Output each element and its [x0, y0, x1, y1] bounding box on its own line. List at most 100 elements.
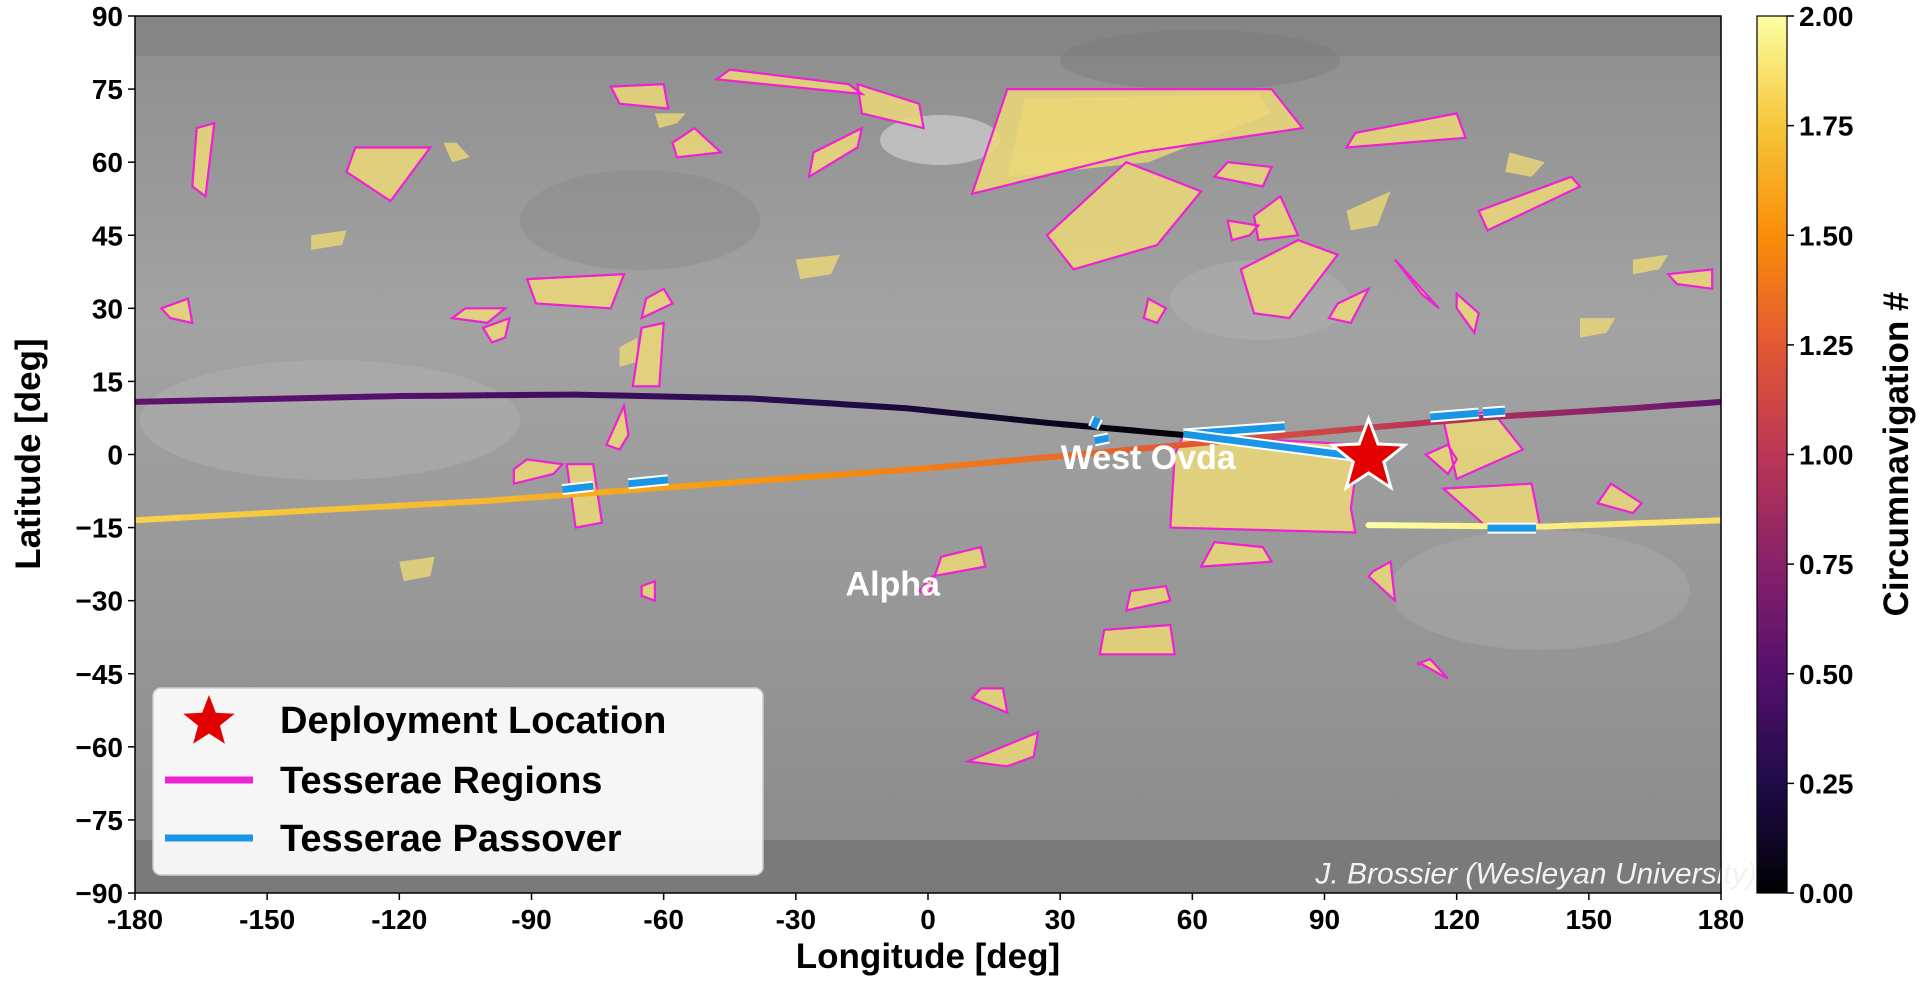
tesserae-fill-14: [1478, 176, 1580, 231]
colorbar-tick-label-6: 1.50: [1799, 220, 1854, 251]
y-tick-label-5: −15: [76, 513, 124, 544]
tesserae-region-7: [191, 121, 216, 199]
tesserae-patch-8: [1580, 318, 1616, 338]
trajectory-segment-17: [864, 402, 890, 410]
trajectory-segment-111: [484, 495, 521, 504]
x-tick-label-8: 60: [1177, 904, 1208, 935]
tesserae-patch-1: [443, 142, 470, 163]
tesserae-region-41: [1416, 657, 1449, 680]
trajectory-segment-103: [726, 477, 758, 486]
trajectory-segment-101: [776, 474, 808, 483]
tesserae-region-21: [640, 287, 675, 321]
y-tick-label-0: −90: [76, 878, 124, 909]
tesserae-patch-4: [1346, 191, 1391, 231]
tesserae-region-33: [1595, 482, 1644, 515]
tesserae-patch-3: [619, 337, 638, 367]
tesserae-patch-0: [1007, 94, 1272, 177]
tesserae-patch-5: [1505, 152, 1545, 177]
trajectory-segment-22: [768, 396, 794, 404]
trajectory-segment-117: [220, 510, 271, 519]
credit-annotation: J. Brossier (Wesleyan University): [1314, 858, 1756, 891]
y-axis-label: Latitude [deg]: [9, 338, 48, 569]
tesserae-region-26: [512, 458, 565, 486]
tesserae-region-3: [856, 82, 925, 130]
trajectory-segment-31: [572, 391, 601, 399]
passover-layer: [561, 405, 1536, 534]
x-tick-label-10: 120: [1433, 904, 1480, 935]
trajectory-segment-123: [1629, 519, 1658, 527]
legend: Deployment Location Tesserae Regions Tes…: [152, 687, 764, 876]
tesserae-passover-5: [1482, 407, 1506, 417]
trajectory-segment-114: [352, 502, 403, 512]
trajectory-segment-90: [1035, 453, 1064, 462]
tesserae-region-25: [1665, 268, 1714, 291]
colorbar-tick-label-5: 1.25: [1799, 330, 1854, 361]
tesserae-fill-16: [1456, 293, 1479, 333]
tesserae-fill-layer: [161, 69, 1713, 767]
tesserae-region-20: [159, 297, 194, 325]
colorbar-tick-label-7: 1.75: [1799, 111, 1854, 142]
trajectory-segment-98: [850, 468, 882, 477]
y-tick-label-3: −45: [76, 659, 124, 690]
trajectory-segment-91: [1013, 455, 1042, 464]
tesserae-region-12: [1239, 238, 1340, 320]
tesserae-patch-6: [1632, 254, 1669, 275]
x-tick-label-9: 90: [1309, 904, 1340, 935]
y-axis: −90 −75 −60 −45 −30 −15 0 15 30 45 60 75 90: [76, 1, 135, 909]
annotation-west-ovda: West Ovda: [1061, 439, 1237, 477]
trajectory-segment-24: [726, 395, 755, 402]
y-tick-label-6: 0: [107, 440, 123, 471]
trajectory-segment-25: [704, 394, 733, 401]
trajectory-segment-19: [825, 400, 852, 408]
tesserae-fill-40: [1368, 561, 1395, 601]
tesserae-fill-29: [1170, 435, 1360, 533]
tesserae-region-5: [807, 126, 864, 180]
tesserae-fill-3: [857, 84, 924, 129]
tesserae-region-36: [1098, 623, 1176, 656]
tesserae-patch-9: [795, 254, 840, 280]
tesserae-fill-6: [346, 147, 431, 202]
x-tick-label-1: -150: [239, 904, 295, 935]
trajectory-segment-27: [660, 393, 689, 400]
tesserae-fill-18: [527, 274, 624, 309]
legend-box: [152, 687, 764, 876]
trajectory-segment-113: [396, 500, 447, 509]
trajectory-segment-115: [308, 505, 359, 514]
tesserae-fill-11: [1227, 220, 1259, 241]
legend-label-tesserae-regions: Tesserae Regions: [280, 760, 602, 802]
trajectory-segment-110: [514, 493, 551, 502]
colorbar-tick-label-8: 2.00: [1799, 1, 1854, 32]
colorbar-tick-label-4: 1.00: [1799, 440, 1854, 471]
tesserae-patch-10: [311, 230, 347, 250]
tesserae-passover-7: [628, 476, 669, 488]
tesserae-patch-7: [399, 556, 435, 582]
trajectory-segment-126: [1563, 522, 1592, 529]
colorbar-tick-label-3: 0.75: [1799, 549, 1854, 580]
y-tick-label-11: 75: [92, 74, 123, 105]
tesserae-fill-5: [809, 128, 862, 177]
tesserae-region-16: [1455, 291, 1480, 336]
tesserae-fill-2: [610, 84, 669, 109]
tesserae-fill-8: [1046, 162, 1202, 270]
trajectory-segment-40: [363, 393, 403, 400]
tesserae-fill-31: [1443, 410, 1523, 479]
trajectory-segment-26: [682, 394, 711, 401]
x-axis: -180 -150 -120 -90 -60 -30 0 30 60 90 120 150 180: [107, 893, 1744, 935]
legend-label-tesserae-passover: Tesserae Passover: [280, 818, 622, 860]
colorbar-tick-label-1: 0.25: [1799, 768, 1854, 799]
tesserae-region-8: [1045, 160, 1203, 271]
tesserae-fill-38: [967, 732, 1039, 767]
tesserae-fill-19: [483, 318, 510, 343]
trajectory-segment-23: [748, 395, 775, 403]
trajectory-segment-109: [545, 491, 582, 500]
x-tick-label-0: -180: [107, 904, 163, 935]
tesserae-fill-35: [1126, 586, 1171, 611]
tesserae-fill-36: [1099, 625, 1175, 655]
tesserae-passover-1: [1183, 430, 1365, 461]
colorbar-tick-label-2: 0.50: [1799, 659, 1854, 690]
tesserae-fill-1: [716, 69, 862, 94]
trajectory-segment-102: [751, 476, 783, 484]
tesserae-regions-layer: [159, 68, 1714, 768]
legend-star-icon: [183, 695, 235, 744]
tesserae-fill-9: [1214, 162, 1272, 187]
